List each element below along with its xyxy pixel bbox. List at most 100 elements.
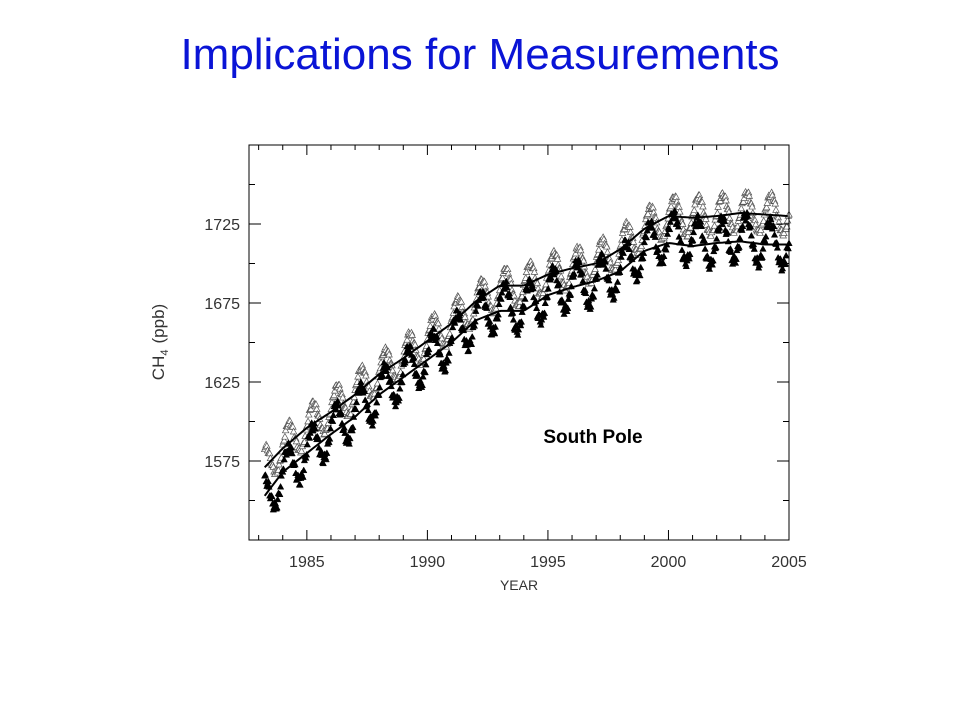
- open-triangle-point: [354, 372, 362, 380]
- filled-triangle-point: [341, 429, 349, 436]
- open-triangle-point: [297, 446, 306, 454]
- filled-triangle-point: [590, 292, 598, 300]
- filled-triangle-point: [708, 260, 716, 268]
- filled-triangle-point: [617, 253, 625, 260]
- filled-triangle-point: [368, 421, 377, 429]
- filled-triangle-point: [750, 245, 758, 252]
- open-triangle-point: [553, 254, 562, 262]
- y-tick-label: 1675: [204, 296, 240, 313]
- open-triangle-point: [759, 216, 768, 224]
- filled-triangle-point: [369, 417, 377, 424]
- open-triangle-point: [435, 324, 443, 332]
- filled-triangle-point: [600, 261, 608, 268]
- open-triangle-point: [626, 222, 634, 230]
- filled-triangle-point: [590, 284, 599, 292]
- filled-triangle-point: [398, 378, 406, 386]
- filled-triangle-point: [689, 228, 698, 236]
- open-triangle-point: [461, 312, 469, 320]
- open-triangle-point: [385, 350, 393, 358]
- filled-triangle-point: [654, 245, 662, 253]
- filled-triangle-point: [747, 231, 756, 239]
- y-axis-label-main: CH: [149, 356, 168, 381]
- filled-triangle-point: [391, 402, 400, 410]
- open-triangle-point: [733, 222, 742, 230]
- open-triangle-point: [775, 218, 783, 225]
- series-open-triangles: [260, 187, 793, 477]
- filled-triangle-point: [610, 294, 618, 301]
- filled-triangle-point: [402, 356, 410, 364]
- filled-triangle-point: [697, 222, 706, 230]
- filled-triangle-point: [430, 325, 438, 332]
- filled-triangle-point: [540, 313, 548, 320]
- x-axis-label: YEAR: [500, 577, 538, 593]
- filled-triangle-point: [448, 333, 456, 341]
- open-triangle-point: [683, 232, 692, 240]
- smoothed-trend-line: [263, 211, 788, 468]
- filled-triangle-point: [345, 440, 353, 447]
- filled-triangle-point: [485, 317, 494, 324]
- filled-triangle-point: [674, 222, 682, 230]
- filled-triangle-point: [436, 350, 445, 358]
- filled-triangle-point: [413, 371, 421, 378]
- filled-triangle-point: [396, 384, 404, 392]
- y-axis-label: CH4 (ppb): [149, 304, 171, 380]
- filled-triangle-point: [386, 376, 395, 383]
- filled-triangle-point: [352, 405, 360, 413]
- filled-triangle-point: [520, 302, 528, 310]
- filled-triangle-point: [759, 245, 767, 252]
- filled-triangle-point: [747, 222, 755, 230]
- filled-triangle-point: [578, 269, 586, 276]
- filled-triangle-point: [497, 295, 505, 302]
- filled-triangle-point: [662, 245, 670, 253]
- open-triangle-point: [748, 202, 756, 210]
- filled-triangle-point: [337, 410, 345, 417]
- filled-triangle-point: [666, 225, 674, 233]
- filled-triangle-point: [326, 435, 334, 442]
- filled-triangle-point: [470, 322, 479, 329]
- tick-layer: 1985 1990 1995 2000 2005 1575 1625 1675 1725: [204, 144, 807, 571]
- open-triangle-point: [617, 240, 626, 248]
- filled-triangle-point: [506, 293, 514, 301]
- open-triangle-point: [722, 196, 730, 204]
- open-triangle-point: [710, 221, 719, 229]
- filled-triangle-point: [675, 233, 683, 240]
- open-triangle-point: [675, 207, 684, 215]
- open-triangle-point: [678, 220, 687, 227]
- open-triangle-point: [530, 267, 539, 275]
- open-triangle-point: [450, 302, 458, 310]
- open-triangle-point: [280, 436, 288, 444]
- smoothed-trend-line: [263, 240, 788, 497]
- filled-triangle-point: [305, 434, 314, 441]
- series-filled-triangles: [261, 207, 793, 513]
- filled-triangle-point: [651, 233, 659, 240]
- filled-triangle-point: [648, 224, 656, 231]
- filled-triangle-point: [444, 356, 452, 364]
- filled-triangle-point: [767, 215, 775, 223]
- filled-triangle-point: [498, 288, 506, 296]
- open-triangle-point: [557, 272, 565, 280]
- open-triangle-point: [320, 429, 329, 437]
- filled-triangle-point: [736, 234, 744, 241]
- filled-triangle-point: [715, 227, 723, 234]
- open-triangle-point: [691, 200, 699, 208]
- open-triangle-point: [307, 405, 315, 412]
- filled-triangle-point: [493, 315, 502, 322]
- filled-triangle-point: [419, 372, 427, 380]
- filled-triangle-point: [784, 244, 792, 252]
- filled-triangle-point: [329, 417, 337, 424]
- filled-triangle-point: [685, 254, 693, 262]
- open-triangle-point: [751, 220, 760, 228]
- open-triangle-point: [516, 297, 524, 305]
- open-triangle-point: [611, 265, 620, 273]
- filled-triangle-point: [642, 233, 651, 241]
- open-triangle-point: [434, 319, 443, 327]
- filled-triangle-point: [564, 295, 573, 302]
- filled-triangle-point: [529, 284, 537, 291]
- filled-triangle-point: [700, 236, 709, 244]
- open-triangle-point: [644, 209, 652, 217]
- filled-triangle-point: [721, 217, 729, 225]
- filled-triangle-point: [506, 303, 515, 311]
- filled-triangle-point: [755, 261, 763, 268]
- filled-triangle-point: [445, 349, 453, 356]
- open-triangle-point: [304, 417, 312, 425]
